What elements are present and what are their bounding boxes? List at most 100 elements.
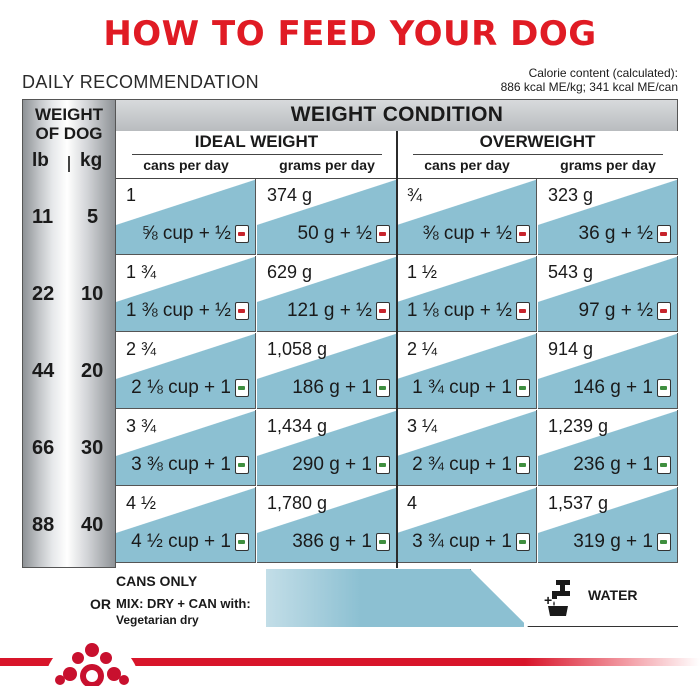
weight-lb-value: 88 <box>32 514 55 536</box>
mix-amount: 1 ⅛ cup + ½ <box>407 300 530 322</box>
over-cans-cell: 4 3 ¾ cup + 1 <box>397 487 537 563</box>
daily-amount: 1,239 g <box>548 416 609 436</box>
weight-header-line-2: OF DOG <box>35 124 103 143</box>
mix-amount: 3 ¾ cup + 1 <box>412 531 530 553</box>
mix-amount: 121 g + ½ <box>287 300 390 322</box>
mix-amount: 386 g + 1 <box>292 531 390 553</box>
can-full-icon <box>376 456 390 474</box>
over-cans-cell: ¾ ⅜ cup + ½ <box>397 179 537 255</box>
vegetarian-dry-label: Vegetarian dry <box>116 613 199 627</box>
daily-amount: 1,780 g <box>267 493 328 513</box>
ideal-grams-cell: 374 g 50 g + ½ <box>257 179 397 255</box>
mix-amount: 2 ¾ cup + 1 <box>412 454 530 476</box>
mix-amount: 2 ⅛ cup + 1 <box>131 377 249 399</box>
can-full-icon <box>376 533 390 551</box>
daily-amount: 3 ¼ <box>407 416 438 436</box>
can-full-icon <box>235 533 249 551</box>
daily-amount: 2 ¼ <box>407 339 438 359</box>
ideal-cans-header: cans per day <box>143 157 229 173</box>
ideal-cans-cell: 1 ¾ 1 ⅜ cup + ½ <box>116 256 256 332</box>
weight-kg-value: 10 <box>81 283 104 305</box>
lb-header: lb <box>32 150 49 171</box>
ideal-grams-cell: 1,434 g 290 g + 1 <box>257 410 397 486</box>
can-full-icon <box>657 456 671 474</box>
daily-amount: 1 ¾ <box>126 262 157 282</box>
calorie-line-1: Calorie content (calculated): <box>528 66 678 80</box>
over-grams-cell: 1,239 g 236 g + 1 <box>538 410 678 486</box>
can-half-icon <box>657 302 671 320</box>
mix-amount-text: 1 ¾ cup + 1 <box>412 377 512 398</box>
unit-separator <box>68 156 70 172</box>
daily-amount: 374 g <box>267 185 313 205</box>
daily-amount: 1 ½ <box>407 262 438 282</box>
or-label: OR <box>90 596 111 612</box>
over-cans-cell: 1 ½ 1 ⅛ cup + ½ <box>397 256 537 332</box>
weight-lb-value: 11 <box>32 206 54 228</box>
over-grams-cell: 323 g 36 g + ½ <box>538 179 678 255</box>
overweight-header: OVERWEIGHT <box>479 132 596 151</box>
mix-amount-text: 146 g + 1 <box>573 377 653 398</box>
over-cans-cell: 3 ¼ 2 ¾ cup + 1 <box>397 410 537 486</box>
daily-amount: 1,058 g <box>267 339 328 359</box>
can-half-icon <box>235 302 249 320</box>
daily-amount: 1 <box>126 185 137 205</box>
over-grams-cell: 1,537 g 319 g + 1 <box>538 487 678 563</box>
over-underline <box>413 154 663 155</box>
mix-amount: 236 g + 1 <box>573 454 671 476</box>
mix-amount-text: 290 g + 1 <box>292 454 372 475</box>
mix-amount-text: 3 ⅜ cup + 1 <box>131 454 231 475</box>
daily-amount: 543 g <box>548 262 594 282</box>
legend-white-area <box>116 569 266 627</box>
can-half-icon <box>235 225 249 243</box>
can-half-icon <box>516 302 530 320</box>
weight-column <box>22 99 116 568</box>
can-half-icon <box>516 225 530 243</box>
daily-amount: 914 g <box>548 339 594 359</box>
weight-lb-value: 44 <box>32 360 55 382</box>
mix-amount: 1 ¾ cup + 1 <box>412 377 530 399</box>
daily-amount: 4 <box>407 493 418 513</box>
ideal-cans-cell: 2 ¾ 2 ⅛ cup + 1 <box>116 333 256 409</box>
can-full-icon <box>516 533 530 551</box>
ideal-grams-cell: 1,780 g 386 g + 1 <box>257 487 397 563</box>
mix-label: MIX: DRY + CAN with: <box>116 596 251 611</box>
daily-amount: ¾ <box>407 185 423 205</box>
mix-amount: 1 ⅜ cup + ½ <box>126 300 249 322</box>
ideal-grams-cell: 629 g 121 g + ½ <box>257 256 397 332</box>
weight-kg-value: 30 <box>81 437 104 459</box>
can-full-icon <box>235 456 249 474</box>
daily-recommendation-label: DAILY RECOMMENDATION <box>22 72 260 92</box>
ideal-grams-header: grams per day <box>279 157 375 173</box>
weight-condition-title: WEIGHT CONDITION <box>290 103 504 126</box>
mix-amount-text: 2 ⅛ cup + 1 <box>131 377 231 398</box>
cans-only-label: CANS ONLY <box>116 573 198 589</box>
over-grams-cell: 543 g 97 g + ½ <box>538 256 678 332</box>
daily-amount: 1,434 g <box>267 416 328 436</box>
mix-amount: 4 ½ cup + 1 <box>131 531 249 553</box>
mix-amount: 36 g + ½ <box>579 223 671 245</box>
mix-amount-text: 2 ¾ cup + 1 <box>412 454 512 475</box>
weight-kg-value: 40 <box>81 514 104 536</box>
weight-of-dog-header: WEIGHT OF DOG <box>22 99 116 143</box>
mix-amount: 3 ⅜ cup + 1 <box>131 454 249 476</box>
weight-kg-value: 5 <box>87 206 99 228</box>
ideal-cans-cell: 4 ½ 4 ½ cup + 1 <box>116 487 256 563</box>
mix-amount-text: 4 ½ cup + 1 <box>131 531 231 552</box>
mix-amount: 290 g + 1 <box>292 454 390 476</box>
mix-amount-text: 121 g + ½ <box>286 300 372 321</box>
ideal-cans-cell: 3 ¾ 3 ⅜ cup + 1 <box>116 410 256 486</box>
royal-canin-crown-logo <box>55 643 129 686</box>
daily-amount: 4 ½ <box>126 493 157 513</box>
mix-amount: 97 g + ½ <box>579 300 671 322</box>
can-full-icon <box>376 379 390 397</box>
over-cans-header: cans per day <box>424 157 510 173</box>
daily-amount: 3 ¾ <box>126 416 157 436</box>
mix-amount: 319 g + 1 <box>573 531 671 553</box>
weight-lb-value: 66 <box>32 437 55 459</box>
can-half-icon <box>376 225 390 243</box>
kg-header: kg <box>80 150 103 171</box>
can-full-icon <box>516 456 530 474</box>
mix-amount-text: 36 g + ½ <box>578 223 653 244</box>
weight-kg-value: 20 <box>81 360 104 382</box>
